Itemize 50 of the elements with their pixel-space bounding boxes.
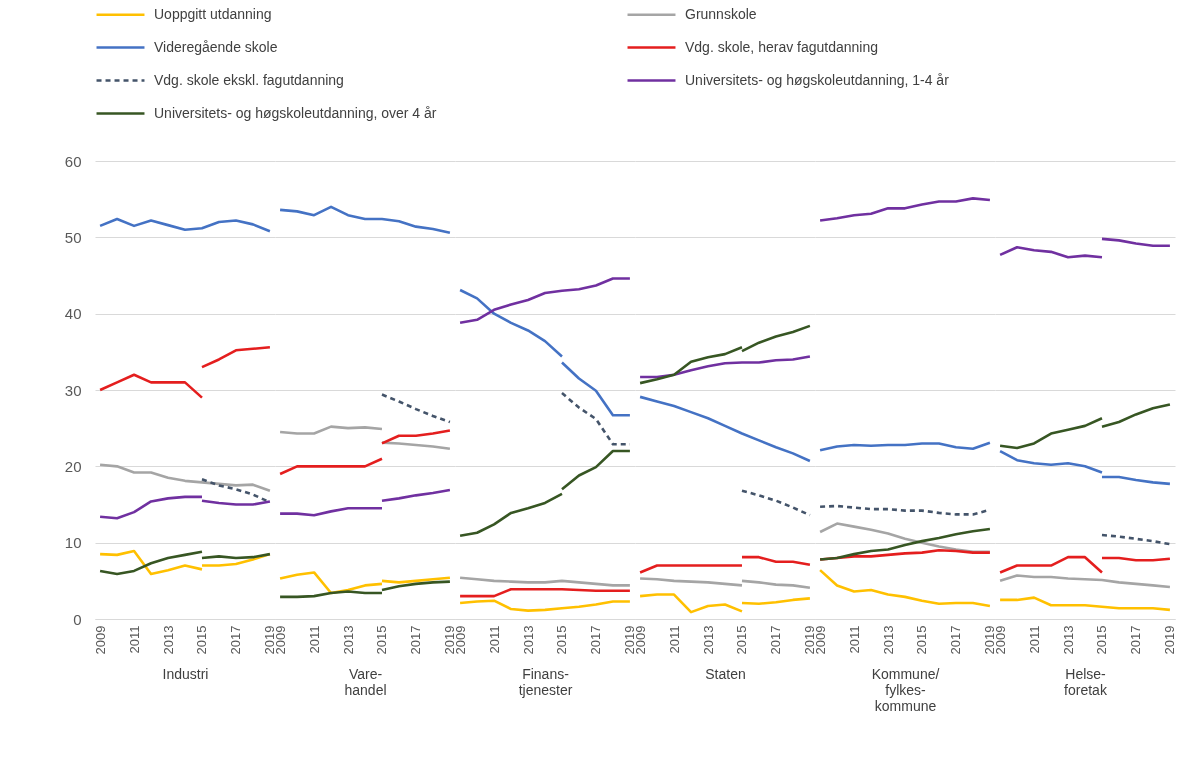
x-tick-label: 2011 [486,625,502,654]
legend-label: Uoppgitt utdanning [154,5,272,22]
y-tick-label: 40 [64,305,82,323]
x-axis-title: Vare-handel [344,666,387,699]
x-axis-title: Kommune/fylkes-kommune [871,666,940,715]
x-tick-label: 2011 [666,625,682,654]
legend-label: Grunnskole [685,5,757,22]
x-tick-label: 2015 [194,625,210,655]
y-tick-label: 50 [64,228,82,246]
y-tick-label: 20 [64,457,82,475]
x-tick-label: 2009 [92,625,108,655]
y-tick-label: 10 [64,534,82,552]
x-tick-label: 2011 [126,625,142,654]
x-tick-label: 2013 [160,625,176,655]
legend-label: Vdg. skole, herav fagutdanning [685,38,879,55]
legend-label: Videregående skole [154,38,278,55]
x-tick-label: 2019 [1162,625,1178,655]
x-axis-title: Industri [162,666,209,683]
y-tick-label: 30 [64,381,82,399]
x-tick-label: 2017 [408,625,424,655]
x-tick-label: 2011 [1026,625,1042,654]
x-tick-label: 2011 [306,625,322,654]
x-tick-label: 2015 [374,625,390,655]
x-tick-label: 2017 [588,625,604,655]
line-series [98,373,204,399]
x-tick-label: 2013 [340,625,356,655]
y-tick-label: 60 [64,152,82,170]
x-tick-label: 2015 [734,625,750,655]
x-tick-label: 2017 [948,625,964,655]
x-tick-label: 2015 [914,625,930,655]
line-series [200,345,272,369]
x-tick-label: 2013 [700,625,716,655]
x-tick-label: 2011 [846,625,862,654]
x-tick-label: 2015 [1094,625,1110,655]
x-tick-label: 2017 [1128,625,1144,655]
y-tick-label: 0 [73,610,82,628]
x-axis-title: Finans-tjenester [518,666,573,699]
x-axis-title: Helse-foretak [1064,666,1108,699]
legend-label: Vdg. skole ekskl. fagutdanning [154,71,344,88]
x-tick-label: 2013 [880,625,896,655]
legend-label: Universitets- og høgskoleutdanning, 1-4 år [685,71,950,88]
line-series [98,463,272,493]
x-tick-label: 2015 [554,625,570,655]
line-series [98,217,272,233]
legend-label: Universitets- og høgskoleutdanning, over 4 år [154,104,437,121]
x-axis-title: Staten [705,666,746,683]
x-tick-label: 2017 [768,625,784,655]
x-tick-label: 2013 [1060,625,1076,655]
x-tick-label: 2017 [228,625,244,655]
x-tick-label: 2013 [520,625,536,655]
